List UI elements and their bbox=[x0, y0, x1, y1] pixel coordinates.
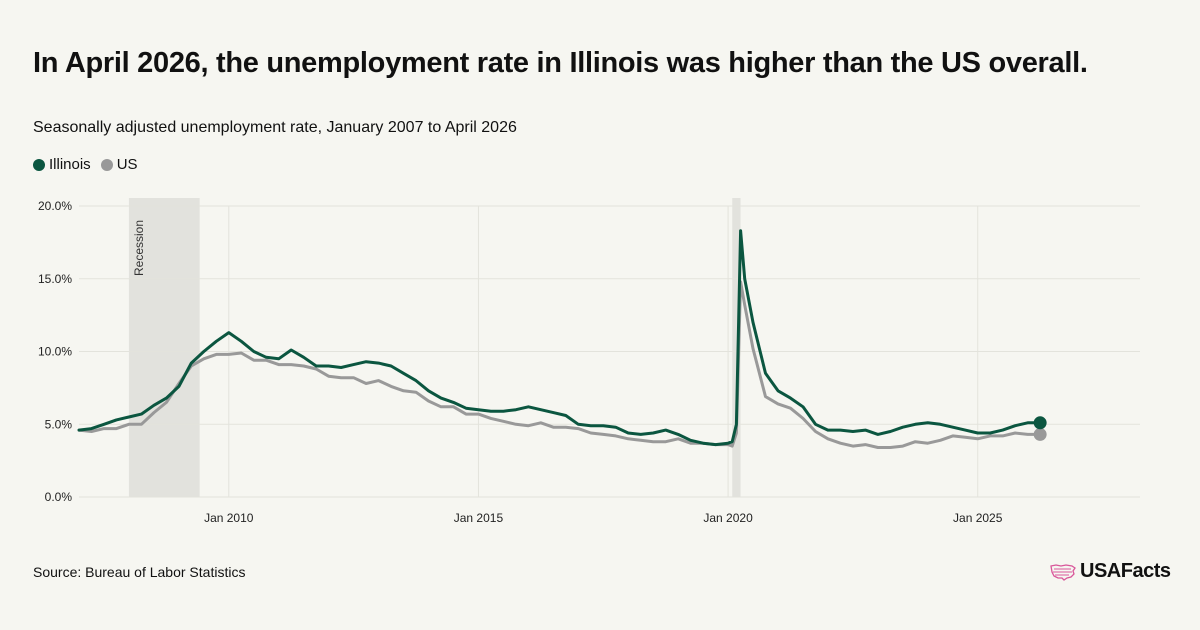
series-line-illinois bbox=[77, 229, 1042, 447]
us-map-icon bbox=[1050, 563, 1076, 581]
end-point-illinois bbox=[1033, 416, 1047, 430]
source-note: Source: Bureau of Labor Statistics bbox=[33, 564, 246, 580]
chart-title: In April 2026, the unemployment rate in … bbox=[33, 47, 1088, 79]
x-tick-label: Jan 2020 bbox=[703, 511, 753, 525]
legend-item-illinois: Illinois bbox=[33, 156, 91, 173]
legend-item-us: US bbox=[100, 156, 138, 173]
legend-label-illinois: Illinois bbox=[49, 156, 91, 173]
chart-subtitle: Seasonally adjusted unemployment rate, J… bbox=[33, 119, 517, 136]
brand-name: USAFacts bbox=[1080, 560, 1171, 582]
y-tick-label: 20.0% bbox=[38, 199, 72, 213]
legend: Illinois US bbox=[33, 156, 148, 173]
y-tick-label: 0.0% bbox=[45, 490, 73, 504]
legend-swatch-illinois bbox=[33, 158, 45, 171]
x-tick-label: Jan 2015 bbox=[454, 511, 504, 525]
end-point-us bbox=[1033, 427, 1047, 441]
x-tick-label: Jan 2010 bbox=[204, 511, 254, 525]
legend-label-us: US bbox=[116, 156, 138, 173]
series-line-us bbox=[77, 280, 1042, 449]
recession-label: Recession bbox=[132, 220, 146, 276]
y-tick-label: 5.0% bbox=[45, 417, 73, 431]
recession-band bbox=[128, 198, 200, 497]
brand-logo: USAFacts bbox=[1050, 560, 1171, 583]
x-tick-label: Jan 2025 bbox=[953, 511, 1003, 525]
recession-band bbox=[732, 198, 741, 497]
y-tick-label: 10.0% bbox=[38, 345, 72, 359]
legend-swatch-us bbox=[100, 158, 113, 171]
y-tick-label: 15.0% bbox=[38, 272, 72, 286]
